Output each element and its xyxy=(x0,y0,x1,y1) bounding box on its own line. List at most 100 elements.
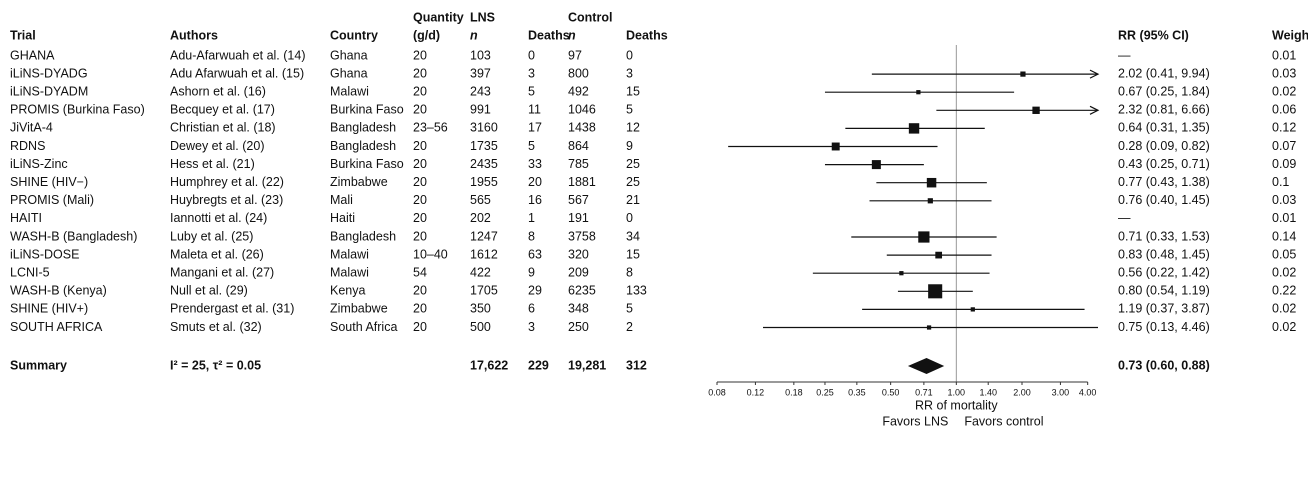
cell-rr-label: 0.75 (0.13, 4.46) xyxy=(1118,320,1210,334)
cell-weight: 0.01 xyxy=(1272,48,1296,62)
cell-weight: 0.02 xyxy=(1272,320,1296,334)
point-estimate xyxy=(916,90,921,95)
cell-control-n: 785 xyxy=(568,157,589,171)
cell-control-deaths: 25 xyxy=(626,157,640,171)
cell-rr-label: 0.43 (0.25, 0.71) xyxy=(1118,157,1210,171)
cell-control-deaths: 21 xyxy=(626,193,640,207)
cell-control-n: 209 xyxy=(568,265,589,279)
x-tick-label: 0.12 xyxy=(747,387,765,397)
cell-country: Malawi xyxy=(330,247,369,261)
cell-control-n: 348 xyxy=(568,302,589,316)
cell-weight: 0.09 xyxy=(1272,157,1296,171)
cell-control-deaths: 5 xyxy=(626,302,633,316)
cell-lns-n: 1955 xyxy=(470,175,498,189)
cell-country: Malawi xyxy=(330,84,369,98)
cell-authors: Luby et al. (25) xyxy=(170,229,253,243)
cell-weight: 0.03 xyxy=(1272,66,1296,80)
cell-control-deaths: 9 xyxy=(626,139,633,153)
cell-quantity: 20 xyxy=(413,284,427,298)
cell-control-deaths: 12 xyxy=(626,121,640,135)
cell-authors: Null et al. (29) xyxy=(170,284,248,298)
cell-trial: iLiNS-DYADM xyxy=(10,84,88,98)
cell-control-n: 6235 xyxy=(568,284,596,298)
cell-control-n: 1046 xyxy=(568,103,596,117)
point-estimate xyxy=(831,142,840,151)
summary-stats: I² = 25, τ² = 0.05 xyxy=(170,358,261,372)
cell-lns-n: 3160 xyxy=(470,121,498,135)
cell-control-deaths: 3 xyxy=(626,66,633,80)
summary-rr-label: 0.73 (0.60, 0.88) xyxy=(1118,358,1210,372)
cell-weight: 0.06 xyxy=(1272,103,1296,117)
point-estimate xyxy=(899,271,904,276)
cell-quantity: 23–56 xyxy=(413,121,448,135)
cell-control-n: 800 xyxy=(568,66,589,80)
x-tick-label: 0.50 xyxy=(882,387,900,397)
x-tick-label: 0.08 xyxy=(708,387,726,397)
cell-control-deaths: 15 xyxy=(626,247,640,261)
cell-weight: 0.22 xyxy=(1272,284,1296,298)
cell-control-deaths: 133 xyxy=(626,284,647,298)
cell-country: South Africa xyxy=(330,320,397,334)
point-estimate xyxy=(927,198,933,204)
cell-lns-deaths: 20 xyxy=(528,175,542,189)
column-header: Quantity xyxy=(413,10,464,24)
cell-control-n: 492 xyxy=(568,84,589,98)
cell-rr-label: 0.76 (0.40, 1.45) xyxy=(1118,193,1210,207)
cell-trial: WASH-B (Kenya) xyxy=(10,284,107,298)
ci-arrow xyxy=(1089,105,1100,115)
cell-control-deaths: 2 xyxy=(626,320,633,334)
cell-rr-label: 0.64 (0.31, 1.35) xyxy=(1118,121,1210,135)
cell-control-deaths: 34 xyxy=(626,229,640,243)
cell-control-n: 320 xyxy=(568,247,589,261)
cell-authors: Prendergast et al. (31) xyxy=(170,302,294,316)
cell-lns-deaths: 9 xyxy=(528,265,535,279)
cell-authors: Becquey et al. (17) xyxy=(170,103,275,117)
cell-control-n: 1438 xyxy=(568,121,596,135)
cell-weight: 0.02 xyxy=(1272,302,1296,316)
cell-weight: 0.05 xyxy=(1272,247,1296,261)
cell-country: Malawi xyxy=(330,265,369,279)
cell-country: Ghana xyxy=(330,48,368,62)
cell-quantity: 10–40 xyxy=(413,247,448,261)
cell-lns-n: 2435 xyxy=(470,157,498,171)
cell-quantity: 20 xyxy=(413,48,427,62)
cell-control-deaths: 25 xyxy=(626,175,640,189)
cell-rr-label: 0.83 (0.48, 1.45) xyxy=(1118,247,1210,261)
cell-authors: Smuts et al. (32) xyxy=(170,320,262,334)
summary-lns-deaths: 229 xyxy=(528,358,549,372)
cell-country: Bangladesh xyxy=(330,229,396,243)
cell-country: Mali xyxy=(330,193,353,207)
cell-lns-deaths: 17 xyxy=(528,121,542,135)
cell-trial: SHINE (HIV+) xyxy=(10,302,88,316)
summary-control-n: 19,281 xyxy=(568,358,606,372)
point-estimate xyxy=(928,284,943,299)
cell-lns-n: 991 xyxy=(470,103,491,117)
cell-quantity: 20 xyxy=(413,66,427,80)
cell-weight: 0.01 xyxy=(1272,211,1296,225)
cell-lns-deaths: 11 xyxy=(528,103,541,117)
column-header: Control xyxy=(568,10,612,24)
summary-control-deaths: 312 xyxy=(626,358,647,372)
x-tick-label: 4.00 xyxy=(1079,387,1097,397)
cell-authors: Adu-Afarwuah et al. (14) xyxy=(170,48,306,62)
cell-lns-n: 565 xyxy=(470,193,491,207)
cell-control-n: 3758 xyxy=(568,229,596,243)
cell-rr-label: 0.28 (0.09, 0.82) xyxy=(1118,139,1210,153)
cell-lns-deaths: 0 xyxy=(528,48,535,62)
favors-left: Favors LNS xyxy=(882,414,948,428)
cell-trial: PROMIS (Burkina Faso) xyxy=(10,103,145,117)
cell-rr-label: 0.67 (0.25, 1.84) xyxy=(1118,84,1210,98)
cell-quantity: 20 xyxy=(413,84,427,98)
cell-authors: Maleta et al. (26) xyxy=(170,247,264,261)
cell-control-deaths: 15 xyxy=(626,84,640,98)
cell-quantity: 20 xyxy=(413,229,427,243)
cell-lns-deaths: 8 xyxy=(528,229,535,243)
cell-weight: 0.07 xyxy=(1272,139,1296,153)
cell-country: Bangladesh xyxy=(330,121,396,135)
cell-rr-label: 0.56 (0.22, 1.42) xyxy=(1118,265,1210,279)
column-header: LNS xyxy=(470,10,495,24)
cell-weight: 0.12 xyxy=(1272,121,1296,135)
cell-lns-n: 1705 xyxy=(470,284,498,298)
cell-trial: PROMIS (Mali) xyxy=(10,193,94,207)
point-estimate xyxy=(935,251,943,259)
